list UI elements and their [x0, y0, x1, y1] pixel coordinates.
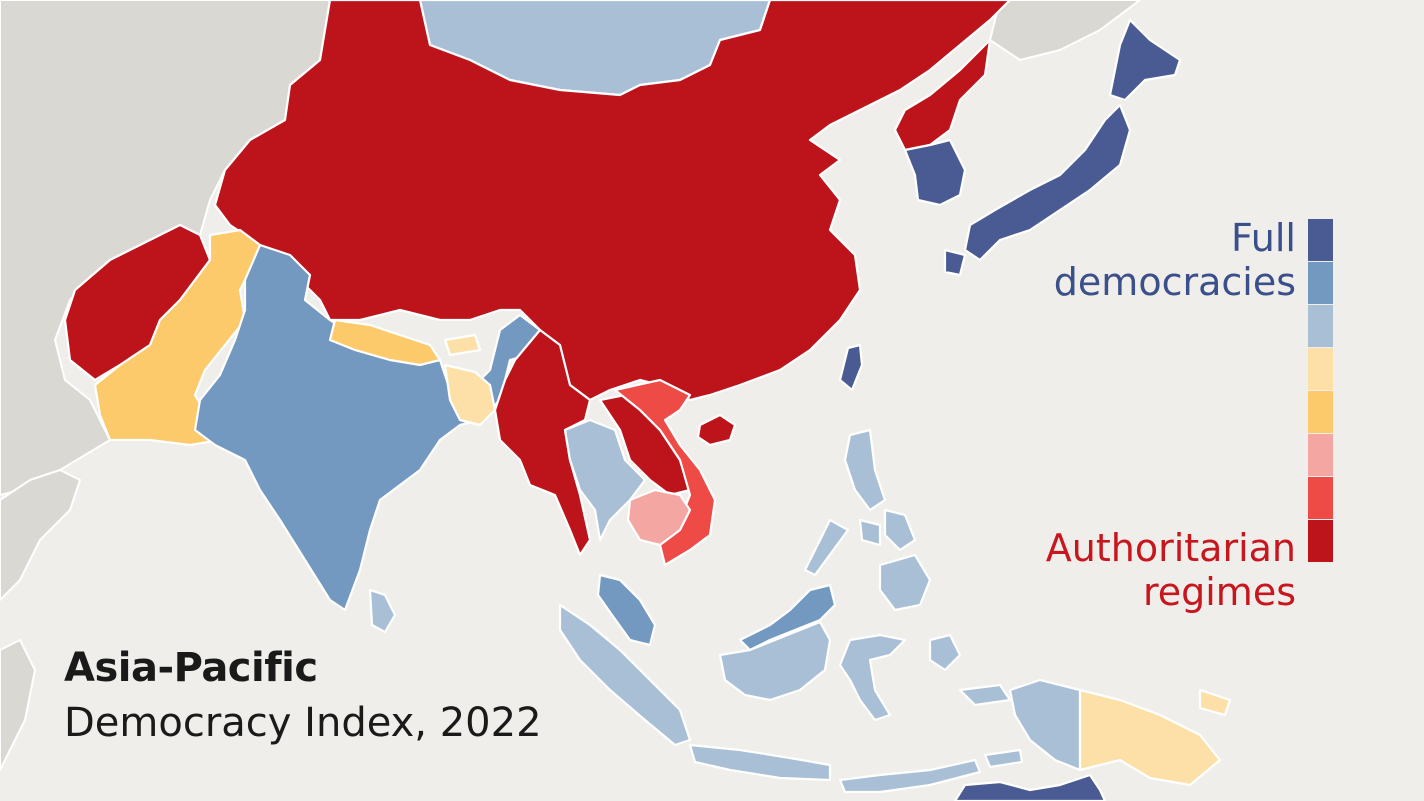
region-pakistan [93, 228, 262, 447]
region-nepal [328, 318, 442, 367]
region-taiwan [838, 343, 864, 392]
background-land-northeast [989, 0, 1141, 61]
region-indonesia-maluku [928, 633, 1012, 707]
region-indonesia-papua [1008, 678, 1082, 772]
region-indonesia-sulawesi [838, 633, 907, 722]
legend-swatch-4 [1308, 348, 1333, 390]
background-land-west-lower [0, 469, 81, 601]
region-japan [943, 18, 1182, 277]
legend-label-full-democracies: Full democracies [1054, 216, 1296, 304]
legend-swatch-7 [1308, 477, 1333, 519]
region-malaysia-borneo [738, 583, 837, 652]
region-cambodia [626, 488, 692, 547]
legend-swatch-8 [1308, 520, 1333, 562]
legend-label-bottom-line1: Authoritarian [1045, 526, 1296, 570]
legend-label-authoritarian-regimes: Authoritarian regimes [1046, 526, 1296, 614]
region-thailand [563, 418, 647, 542]
region-papua-new-guinea [1078, 688, 1232, 787]
region-australia [953, 773, 1107, 801]
region-indonesia-java [688, 743, 832, 782]
legend-label-bottom-line2: regimes [1142, 570, 1296, 614]
legend-label-top-line2: democracies [1053, 260, 1296, 304]
region-indonesia-sunda [838, 758, 982, 794]
region-timor-leste [983, 748, 1024, 769]
legend-swatch-2 [1308, 262, 1333, 304]
map-subtitle: Democracy Index, 2022 [64, 700, 542, 746]
region-indonesia-kalimantan [718, 620, 832, 702]
map-title: Asia-Pacific [64, 645, 318, 691]
region-philippines [803, 428, 932, 612]
region-sri-lanka [368, 588, 397, 634]
legend-color-bar [1308, 219, 1333, 563]
legend-swatch-5 [1308, 391, 1333, 433]
region-myanmar [493, 328, 592, 557]
region-bhutan [443, 333, 482, 357]
region-bangladesh [443, 363, 497, 427]
region-malaysia-peninsula [596, 573, 657, 647]
region-hainan [696, 413, 737, 447]
region-south-korea [903, 138, 967, 207]
region-indonesia-sumatra [558, 603, 692, 747]
background-land-southwest-island [0, 639, 36, 771]
legend-swatch-6 [1308, 434, 1333, 476]
legend-label-top-line1: Full [1231, 216, 1296, 260]
legend-swatch-3 [1308, 305, 1333, 347]
region-vietnam [613, 378, 717, 567]
legend-swatch-1 [1308, 219, 1333, 261]
